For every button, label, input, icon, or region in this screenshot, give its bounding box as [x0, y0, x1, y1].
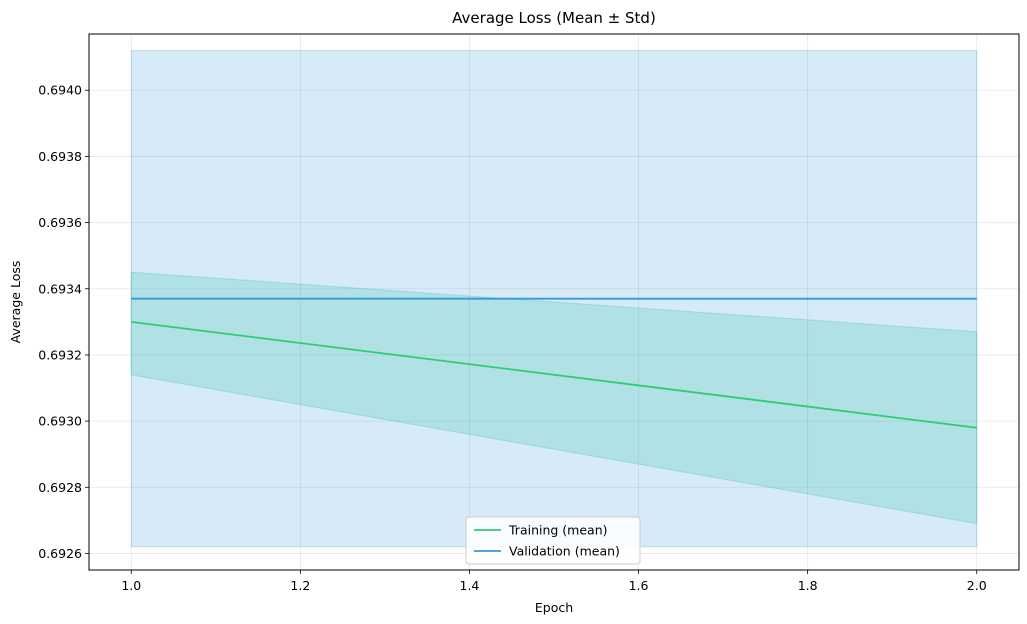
x-tick-label: 1.4: [460, 578, 480, 593]
y-tick-label: 0.6934: [38, 281, 82, 296]
x-tick-label: 2.0: [967, 578, 987, 593]
y-tick-label: 0.6938: [38, 149, 82, 164]
axis-ticks: 1.0 1.2 1.4 1.6 1.8 2.0 0.6926 0.6928 0.6930 0.69…: [38, 83, 986, 593]
plot-frame: [88, 33, 1020, 571]
y-tick-label: 0.6930: [38, 414, 82, 429]
y-tick-label: 0.6940: [38, 83, 82, 98]
x-axis-label: Epoch: [535, 600, 573, 615]
y-tick-label: 0.6932: [38, 347, 82, 362]
chart-title: Average Loss (Mean ± Std): [452, 9, 656, 27]
std-band-training: [130, 271, 978, 525]
y-tick-label: 0.6928: [38, 480, 82, 495]
legend-box: [465, 516, 641, 565]
legend-label: Validation (mean): [509, 544, 620, 559]
x-tick-label: 1.8: [798, 578, 818, 593]
mean-line-training: [131, 320, 977, 429]
y-axis-label: Average Loss: [8, 261, 23, 344]
grid-lines: [89, 34, 1019, 570]
legend: Training (mean) Validation (mean): [465, 516, 641, 565]
x-tick-label: 1.6: [629, 578, 649, 593]
mean-lines: [131, 297, 977, 429]
x-tick-label: 1.2: [290, 578, 310, 593]
y-tick-label: 0.6936: [38, 215, 82, 230]
legend-label: Training (mean): [508, 523, 608, 538]
y-tick-label: 0.6926: [38, 546, 82, 561]
x-tick-label: 1.0: [121, 578, 141, 593]
